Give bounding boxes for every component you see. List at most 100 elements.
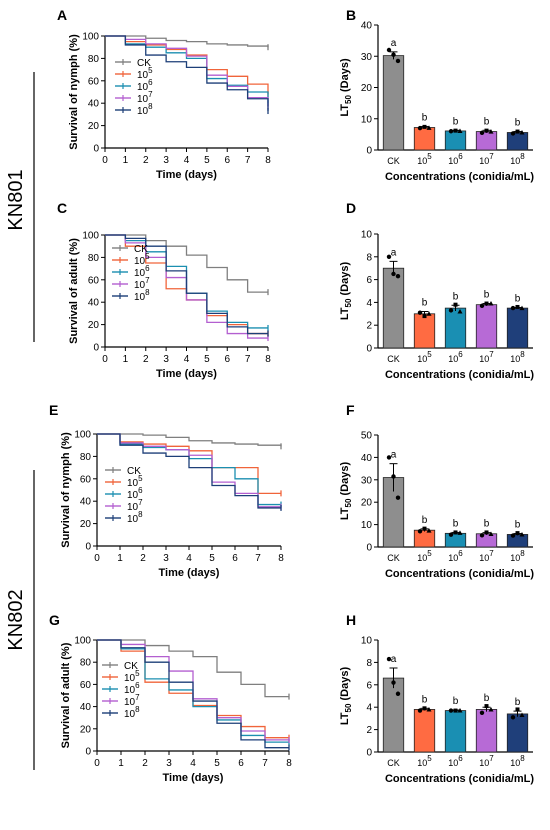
data-point bbox=[395, 273, 401, 279]
x-tick-label: 3 bbox=[163, 155, 169, 166]
data-point bbox=[515, 531, 520, 536]
data-point bbox=[453, 302, 458, 307]
data-point bbox=[426, 311, 432, 316]
significance-letter: a bbox=[391, 38, 397, 49]
category-label: 105 bbox=[417, 152, 432, 166]
survival-line-CK bbox=[105, 234, 268, 293]
x-tick-label: 6 bbox=[224, 155, 230, 166]
x-tick-label: 5 bbox=[204, 354, 210, 365]
bar bbox=[413, 529, 436, 548]
data-point bbox=[391, 680, 396, 685]
legend-label: CK bbox=[124, 661, 138, 672]
x-tick-label: 7 bbox=[245, 354, 251, 365]
significance-letter: a bbox=[391, 247, 397, 258]
lt50-chart-f: F 0 10 20 30 40 50 a CK b 105 b 106 b 107 b 108 Concentra… bbox=[339, 402, 534, 580]
significance-letter: a bbox=[391, 654, 397, 665]
data-point bbox=[417, 529, 423, 534]
y-tick-label: 40 bbox=[80, 702, 92, 713]
y-tick-label: 8 bbox=[366, 252, 372, 263]
y-axis-label: Survival of nymph (%) bbox=[68, 34, 80, 150]
y-tick-label: 40 bbox=[80, 497, 92, 508]
y-axis-label: LT50 (Days) bbox=[339, 462, 353, 521]
category-label: 108 bbox=[510, 350, 525, 364]
survival-line-1e8 bbox=[105, 35, 269, 112]
data-point bbox=[488, 531, 494, 537]
survival-line-1e7 bbox=[105, 35, 269, 107]
x-tick-label: 2 bbox=[140, 553, 146, 564]
x-tick-label: 0 bbox=[102, 354, 108, 365]
x-axis-label: Concentrations (conidia/mL) bbox=[385, 773, 534, 785]
panel-letter: F bbox=[346, 402, 355, 418]
panel-letter: H bbox=[346, 612, 356, 628]
data-point bbox=[479, 710, 485, 715]
significance-letter: b bbox=[515, 294, 521, 305]
legend-label: CK bbox=[127, 466, 141, 477]
x-tick-label: 8 bbox=[286, 758, 292, 769]
x-tick-label: 6 bbox=[232, 553, 238, 564]
x-tick-label: 8 bbox=[265, 155, 271, 166]
significance-letter: b bbox=[515, 520, 521, 531]
data-point bbox=[395, 691, 401, 696]
category-label: 106 bbox=[448, 549, 463, 563]
y-axis-label: Survival of adult (%) bbox=[68, 238, 80, 344]
data-point bbox=[510, 715, 516, 720]
y-tick-label: 80 bbox=[88, 54, 100, 65]
data-point bbox=[515, 129, 520, 134]
y-tick-label: 40 bbox=[88, 99, 100, 110]
bar bbox=[506, 713, 529, 753]
x-tick-label: 1 bbox=[123, 155, 129, 166]
y-tick-label: 60 bbox=[88, 275, 100, 286]
bar bbox=[444, 307, 467, 349]
data-point bbox=[386, 656, 392, 662]
x-tick-label: 0 bbox=[102, 155, 108, 166]
y-tick-label: 100 bbox=[82, 32, 99, 43]
data-point bbox=[488, 301, 494, 306]
data-point bbox=[479, 130, 485, 136]
panel-letter: C bbox=[57, 200, 67, 216]
x-tick-label: 7 bbox=[262, 758, 268, 769]
significance-letter: b bbox=[422, 298, 428, 309]
y-tick-label: 40 bbox=[361, 453, 373, 464]
bar bbox=[506, 132, 529, 151]
data-point bbox=[519, 712, 525, 718]
survival-line-1e5 bbox=[97, 433, 281, 495]
y-axis-label: Survival of adult (%) bbox=[60, 642, 72, 748]
x-axis-label: Concentrations (conidia/mL) bbox=[385, 369, 534, 381]
data-point bbox=[448, 308, 454, 313]
survival-chart-e: E 0 20 40 60 80 100 0 1 2 3 4 5 6 7 8 Time (days) Surviva… bbox=[49, 402, 284, 579]
data-point bbox=[426, 706, 432, 712]
data-point bbox=[457, 708, 463, 713]
lt50-chart-h: H 0 2 4 6 8 10 a CK b 105 b 106 b 107 b 108 Concentration… bbox=[339, 612, 534, 785]
significance-letter: b bbox=[422, 515, 428, 526]
y-tick-label: 10 bbox=[361, 636, 373, 647]
category-label: 105 bbox=[417, 754, 432, 768]
y-tick-label: 4 bbox=[366, 298, 372, 309]
panel-letter: E bbox=[49, 402, 58, 418]
x-tick-label: 6 bbox=[238, 758, 244, 769]
data-point bbox=[510, 131, 516, 136]
x-tick-label: 2 bbox=[143, 354, 149, 365]
data-point bbox=[519, 130, 525, 135]
data-point bbox=[426, 528, 432, 533]
bar bbox=[444, 710, 467, 753]
data-point bbox=[488, 129, 494, 134]
bar bbox=[506, 307, 529, 349]
bar bbox=[506, 534, 529, 548]
y-tick-label: 4 bbox=[366, 703, 372, 714]
x-tick-label: 4 bbox=[184, 354, 190, 365]
x-tick-label: 5 bbox=[214, 758, 220, 769]
significance-letter: b bbox=[422, 694, 428, 705]
survival-line-CK bbox=[105, 35, 269, 48]
data-point bbox=[484, 530, 489, 535]
data-point bbox=[448, 708, 454, 713]
significance-letter: a bbox=[391, 450, 397, 461]
y-axis-label: LT50 (Days) bbox=[339, 262, 353, 321]
data-point bbox=[422, 314, 427, 319]
category-label: 108 bbox=[510, 549, 525, 563]
panel-letter: G bbox=[49, 612, 60, 628]
y-tick-label: 0 bbox=[366, 146, 372, 157]
data-point bbox=[422, 124, 427, 129]
y-tick-label: 20 bbox=[361, 83, 373, 94]
survival-chart-c: C 0 20 40 60 80 100 0 1 2 3 4 5 6 7 8 Time (days) Surviva… bbox=[57, 200, 271, 380]
